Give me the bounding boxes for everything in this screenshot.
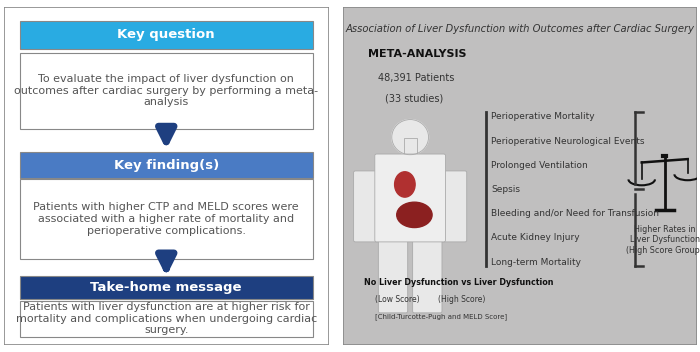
Text: Perioperative Mortality: Perioperative Mortality: [491, 112, 595, 121]
FancyBboxPatch shape: [404, 138, 416, 157]
FancyBboxPatch shape: [20, 20, 313, 49]
Ellipse shape: [395, 172, 415, 197]
Circle shape: [392, 120, 428, 155]
Text: Long-term Mortality: Long-term Mortality: [491, 258, 582, 267]
Text: Patients with liver dysfunction are at higher risk for
mortality and complicatio: Patients with liver dysfunction are at h…: [15, 302, 317, 335]
FancyBboxPatch shape: [378, 235, 407, 313]
FancyBboxPatch shape: [354, 171, 379, 242]
FancyBboxPatch shape: [374, 154, 445, 242]
Text: (Low Score): (Low Score): [374, 295, 419, 304]
Text: Key finding(s): Key finding(s): [113, 158, 219, 171]
Text: Patients with higher CTP and MELD scores were
associated with a higher rate of m: Patients with higher CTP and MELD scores…: [34, 202, 299, 236]
FancyBboxPatch shape: [20, 152, 313, 178]
Text: Association of Liver Dysfunction with Outcomes after Cardiac Surgery: Association of Liver Dysfunction with Ou…: [345, 24, 694, 34]
Text: META-ANALYSIS: META-ANALYSIS: [368, 49, 466, 59]
FancyBboxPatch shape: [20, 53, 313, 129]
Text: Bleeding and/or Need for Transfusion: Bleeding and/or Need for Transfusion: [491, 209, 659, 218]
Text: (High Score): (High Score): [438, 295, 486, 304]
Text: Perioperative Neurological Events: Perioperative Neurological Events: [491, 137, 645, 146]
Text: Take-home message: Take-home message: [90, 281, 242, 294]
FancyBboxPatch shape: [441, 171, 467, 242]
FancyBboxPatch shape: [412, 235, 442, 313]
Text: 48,391 Patients: 48,391 Patients: [378, 73, 455, 83]
Text: Sepsis: Sepsis: [491, 185, 521, 194]
Text: Higher Rates in
Liver Dysfunction
(High Score Group): Higher Rates in Liver Dysfunction (High …: [626, 225, 700, 255]
FancyBboxPatch shape: [343, 7, 696, 345]
Text: [Child-Turcotte-Pugh and MELD Score]: [Child-Turcotte-Pugh and MELD Score]: [374, 313, 507, 320]
Text: Acute Kidney Injury: Acute Kidney Injury: [491, 233, 580, 243]
Text: To evaluate the impact of liver dysfunction on
outcomes after cardiac surgery by: To evaluate the impact of liver dysfunct…: [14, 74, 318, 107]
Text: (33 studies): (33 studies): [386, 93, 444, 103]
FancyBboxPatch shape: [20, 276, 313, 299]
Text: No Liver Dysfunction vs Liver Dysfunction: No Liver Dysfunction vs Liver Dysfunctio…: [364, 278, 554, 287]
FancyBboxPatch shape: [20, 180, 313, 259]
Text: Prolonged Ventilation: Prolonged Ventilation: [491, 161, 588, 170]
Text: Key question: Key question: [118, 29, 215, 42]
Ellipse shape: [397, 202, 432, 227]
FancyBboxPatch shape: [4, 7, 329, 345]
FancyBboxPatch shape: [20, 301, 313, 337]
